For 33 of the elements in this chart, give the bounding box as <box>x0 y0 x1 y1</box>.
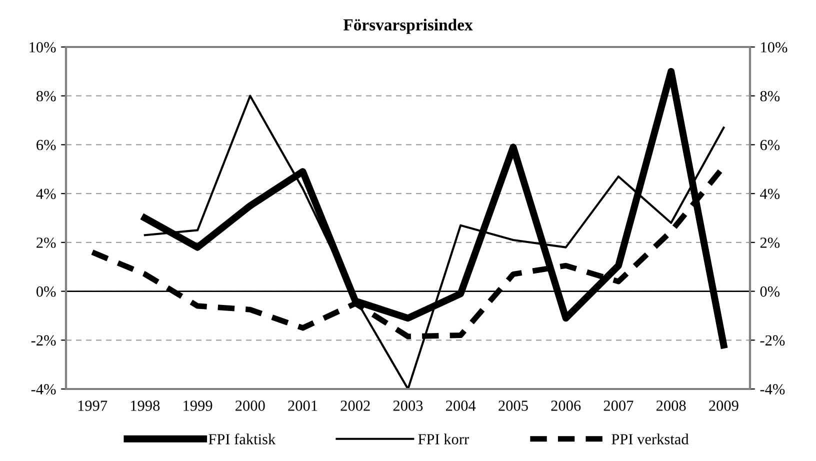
y-tick-label: 10% <box>30 42 56 52</box>
y-tick-label: 0% <box>36 286 56 297</box>
y2-tick-label: 10% <box>761 42 788 52</box>
y-tick-label: -4% <box>31 384 56 394</box>
x-tick-label: 1998 <box>130 400 160 411</box>
y-tick-label: 6% <box>36 140 56 150</box>
y2-tick-label: 2% <box>760 238 780 248</box>
legend-label: PPI verkstad <box>612 434 689 444</box>
legend-label: FPI faktisk <box>208 433 276 444</box>
y2-tick-label: 0% <box>760 286 780 297</box>
y2-tick-label: -2% <box>760 335 785 346</box>
x-tick-label: 2008 <box>656 400 686 411</box>
y-tick-label: 2% <box>36 238 56 248</box>
x-tick-label: 2007 <box>604 400 634 411</box>
y-tick-label: 8% <box>36 91 56 102</box>
x-tick-label: 2009 <box>709 400 738 411</box>
chart-title: Försvarsprisindex <box>343 18 473 34</box>
x-tick-label: 2005 <box>498 400 528 411</box>
y-tick-label: -2% <box>31 335 56 346</box>
legend-label: FPI korr <box>418 434 469 444</box>
x-tick-label: 2003 <box>393 400 423 411</box>
y2-tick-label: 6% <box>760 140 780 150</box>
y-tick-label: 4% <box>36 188 56 200</box>
x-tick-label: 2002 <box>340 400 370 411</box>
x-tick-label: 2004 <box>446 400 476 411</box>
x-tick-label: 2006 <box>551 400 581 411</box>
x-tick-label: 1997 <box>78 400 108 411</box>
y2-tick-label: 4% <box>760 188 780 200</box>
x-tick-label: 1999 <box>184 400 212 411</box>
x-tick-label: 2000 <box>236 400 265 411</box>
y2-tick-label: -4% <box>760 384 785 394</box>
y2-tick-label: 8% <box>760 91 780 102</box>
x-tick-label: 2001 <box>288 400 318 411</box>
